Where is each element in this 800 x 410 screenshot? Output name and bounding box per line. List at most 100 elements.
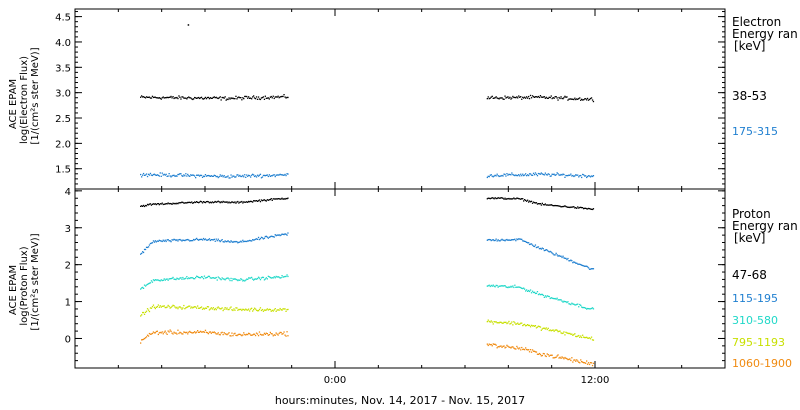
data-point-795-1193 [221,307,223,309]
data-point-175-315 [185,173,187,175]
data-point-1060-1900 [140,342,142,344]
y-tick-label: 4.0 [55,38,71,49]
data-point-175-315 [196,174,198,176]
data-point-175-315 [278,174,280,176]
data-point-115-195 [154,240,156,242]
data-point-795-1193 [572,334,574,336]
data-point-47-68 [257,200,260,202]
data-point-38-53 [508,97,510,99]
data-point-115-195 [225,241,227,243]
data-point-115-195 [230,240,232,242]
data-point-175-315 [239,174,241,177]
data-point-115-195 [559,255,561,257]
data-point-175-315 [222,176,224,178]
data-point-1060-1900 [280,331,282,334]
data-point-38-53 [585,98,587,100]
data-point-175-315 [256,174,259,176]
data-point-38-53 [501,97,503,99]
data-point-795-1193 [224,307,226,309]
data-point-115-195 [528,243,531,246]
data-point-795-1193 [230,306,232,308]
data-point-175-315 [192,174,194,176]
data-point-1060-1900 [513,347,515,349]
data-point-310-580 [255,278,258,280]
data-point-310-580 [566,301,568,304]
data-point-175-315 [284,173,286,176]
data-point-1060-1900 [199,330,202,332]
data-point-47-68 [178,202,180,204]
x-axis: 0:00 12:00 [74,9,726,386]
data-point-1060-1900 [253,333,255,335]
data-point-310-580 [155,279,157,281]
data-point-795-1193 [284,308,286,310]
data-point-795-1193 [506,322,508,325]
data-point-47-68 [246,201,248,203]
data-point-795-1193 [198,307,200,309]
data-point-47-68 [523,200,525,202]
data-point-38-53 [514,96,516,99]
data-point-310-580 [549,297,551,300]
data-point-38-53 [232,97,234,99]
data-point-795-1193 [161,305,163,307]
electron-legend-title-3: [keV] [734,39,765,53]
data-point-310-580 [500,285,502,287]
proton-data-points [140,197,595,367]
data-point-38-53 [217,97,219,100]
data-point-47-68 [534,202,537,204]
data-point-1060-1900 [162,333,164,335]
data-point-1060-1900 [179,331,181,333]
data-point-175-315 [265,174,267,176]
data-point-310-580 [209,277,211,279]
data-point-1060-1900 [230,335,232,337]
data-point-175-315 [213,174,215,176]
data-point-310-580 [580,304,582,307]
data-point-795-1193 [561,332,563,335]
data-point-47-68 [164,203,166,205]
data-point-795-1193 [195,306,197,308]
data-point-38-53 [149,97,152,99]
data-point-47-68 [517,197,519,199]
data-point-47-68 [181,201,183,203]
data-point-38-53 [531,95,534,97]
data-point-115-195 [503,239,505,241]
data-point-1060-1900 [564,356,566,359]
data-point-47-68 [264,199,266,202]
data-point-795-1193 [539,326,542,328]
data-point-47-68 [512,198,514,200]
data-point-1060-1900 [538,352,541,355]
data-point-115-195 [270,235,272,237]
data-point-1060-1900 [152,331,155,333]
data-point-310-580 [271,277,273,279]
data-point-38-53 [257,96,260,98]
data-point-795-1193 [197,305,199,307]
data-point-310-580 [216,279,218,281]
data-point-38-53 [206,96,209,99]
data-point-47-68 [140,205,142,207]
data-point-795-1193 [245,308,247,310]
data-point-795-1193 [266,308,268,310]
data-point-795-1193 [212,307,214,309]
data-point-175-315 [234,176,236,178]
data-point-47-68 [487,197,489,199]
data-point-1060-1900 [528,349,530,351]
data-point-795-1193 [256,310,259,312]
data-point-310-580 [277,276,279,278]
data-point-1060-1900 [498,346,500,348]
data-point-175-315 [554,174,556,176]
data-point-115-195 [241,241,243,243]
data-point-795-1193 [183,304,185,307]
data-point-1060-1900 [227,333,229,335]
data-point-795-1193 [173,305,175,307]
data-point-38-53 [162,96,164,98]
data-point-1060-1900 [141,339,143,341]
data-point-795-1193 [530,324,533,326]
data-point-310-580 [537,293,540,296]
data-point-47-68 [141,205,143,207]
data-point-175-315 [501,174,503,177]
data-point-115-195 [156,240,158,242]
data-point-175-315 [240,175,242,178]
data-point-115-195 [167,239,169,241]
data-point-1060-1900 [180,332,182,334]
data-point-38-53 [277,95,279,97]
data-point-175-315 [198,175,201,177]
